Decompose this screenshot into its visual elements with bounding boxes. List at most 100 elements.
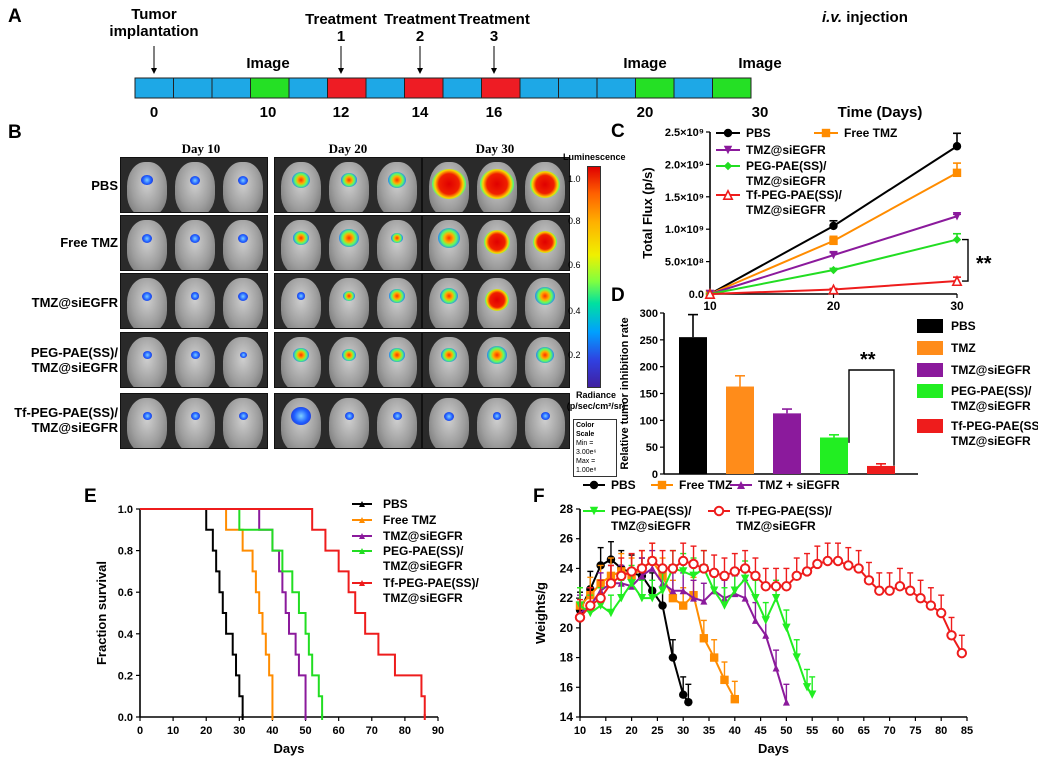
bioluminescence-signal [339,229,359,247]
legend-label: PEG-PAE(SS)/ [383,544,464,558]
panel-label-c: C [611,121,625,142]
mouse-image [223,398,263,448]
bioluminescence-signal [190,175,200,185]
bioluminescence-signal [480,168,514,200]
bioluminescence-signal [142,350,152,360]
imaging-photo [274,157,422,213]
timeline-event-label: Treatment [305,11,377,28]
legend-label: Tf-PEG-PAE(SS)/ [951,419,1038,433]
data-point [667,563,679,574]
bioluminescence-signal [342,348,356,362]
x-tick-label: 10 [167,725,179,737]
x-tick-label: 45 [754,725,766,737]
bioluminescence-signal [293,347,309,363]
data-point [704,288,716,300]
legend-label: PBS [611,478,636,492]
data-point [952,235,962,244]
mouse-image [377,398,417,448]
data-point [636,563,648,574]
data-point [760,581,771,592]
data-point [936,607,947,619]
day-label: Day 10 [181,141,221,156]
data-point [781,581,792,592]
data-point [771,593,781,603]
bioluminescence-signal [343,290,355,302]
significance-bracket [848,369,895,466]
route-suffix: injection [842,9,908,26]
legend-label: TMZ@siEGFR [951,363,1031,377]
bioluminescence-signal [142,291,152,301]
data-point [952,168,962,178]
data-point [863,575,875,586]
data-point [679,690,688,699]
x-tick-label: 80 [399,725,411,737]
bioluminescence-signal [535,287,555,305]
x-axis-label: Days [273,741,304,756]
colorbar-tick: 0.2 [568,350,581,360]
legend-label: TMZ@siEGFR [383,591,463,605]
x-tick-label: 30 [950,299,964,313]
timeline-arrowhead [338,68,344,74]
imaging-photo [422,157,570,213]
x-tick-label: 60 [832,725,844,737]
data-point [792,653,801,662]
timeline-event-label: Treatment [458,11,530,28]
group-label: Free TMZ [60,235,118,250]
y-tick-label: 150 [640,389,658,401]
legend-marker [359,548,365,554]
y-tick-label: 1.0×10⁹ [665,224,704,236]
imaging-photo [120,157,268,213]
y-tick-label: 20 [560,621,574,635]
data-point [700,597,708,605]
timeline-segment [712,77,752,99]
x-tick-label: 20 [200,725,212,737]
data-point [874,585,885,596]
bioluminescence-signal [389,347,405,363]
data-point [894,581,906,592]
y-tick-label: 14 [560,710,574,724]
data-point [791,570,802,582]
data-point [679,601,688,610]
y-tick-label: 1.0 [118,504,133,516]
data-point [679,587,687,595]
data-point [678,555,689,567]
data-point [626,566,637,577]
bioluminescence-signal [293,230,309,246]
bioluminescence-signal [141,174,153,186]
data-point [739,563,751,574]
mouse-image [223,220,263,270]
colorbar-unit: Radiance (p/sec/cm²/sr) [566,390,626,411]
data-point [952,142,962,151]
mouse-image [175,278,215,328]
imaging-photo [120,393,268,449]
data-point [740,574,750,584]
x-tick-label: 30 [233,725,245,737]
y-tick-label: 18 [560,651,574,665]
x-tick-label: 15 [600,725,612,737]
imaging-photo [422,273,570,329]
data-point [730,586,739,595]
timeline-event-label: Image [623,55,666,72]
group-label: PBS [91,178,118,193]
legend-label: PEG-PAE(SS)/ [951,384,1032,398]
x-tick-label: 10 [703,299,717,313]
y-tick-label: 0.2 [118,670,133,682]
mouse-image [329,398,369,448]
mouse-image [525,398,565,448]
timeline-figure: 0 10 12 14 16 20 30 Time (Days)Tumorimplantatio… [109,6,922,120]
bioluminescence-signal [391,232,403,244]
timeline-event-label: Treatment [384,11,456,28]
imaging-photo [274,215,422,271]
legend-marker [737,481,745,489]
legend-label: PBS [383,497,408,511]
survival-curve [140,508,274,717]
data-point [772,664,780,672]
legend-label: TMZ@siEGFR [746,203,826,217]
panel-label-a: A [8,6,22,27]
data-point [828,283,839,295]
legend-label: Tf-PEG-PAE(SS)/ [736,504,832,518]
data-point [709,653,719,662]
colorbar-tick: 0.4 [568,306,581,316]
data-point [698,563,710,574]
